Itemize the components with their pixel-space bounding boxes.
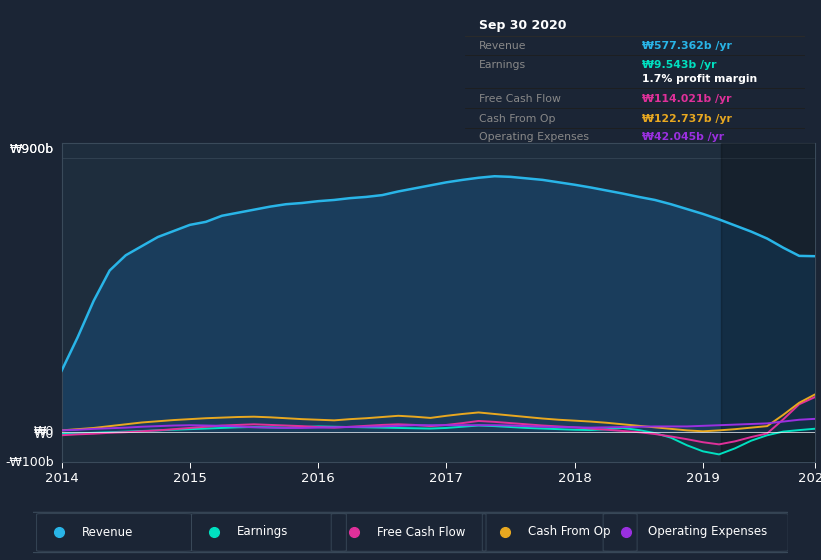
- Text: ₩900b: ₩900b: [10, 143, 54, 156]
- Text: Operating Expenses: Operating Expenses: [649, 525, 768, 539]
- Text: -₩100b: -₩100b: [6, 455, 54, 469]
- Text: ₩122.737b /yr: ₩122.737b /yr: [642, 114, 732, 124]
- Text: 1.7% profit margin: 1.7% profit margin: [642, 74, 757, 84]
- Bar: [722, 143, 815, 462]
- Text: ₩577.362b /yr: ₩577.362b /yr: [642, 41, 732, 52]
- Text: Cash From Op: Cash From Op: [528, 525, 610, 539]
- Text: Operating Expenses: Operating Expenses: [479, 132, 589, 142]
- Text: ₩0: ₩0: [34, 428, 54, 441]
- Text: ₩0: ₩0: [34, 425, 54, 438]
- Text: ₩900b: ₩900b: [10, 143, 54, 156]
- Text: Revenue: Revenue: [479, 41, 526, 52]
- Text: Free Cash Flow: Free Cash Flow: [479, 94, 561, 104]
- Text: Sep 30 2020: Sep 30 2020: [479, 18, 566, 31]
- Text: ₩9.543b /yr: ₩9.543b /yr: [642, 60, 716, 69]
- Text: ₩114.021b /yr: ₩114.021b /yr: [642, 94, 732, 104]
- Text: Revenue: Revenue: [82, 525, 133, 539]
- Text: Earnings: Earnings: [236, 525, 288, 539]
- Text: Cash From Op: Cash From Op: [479, 114, 555, 124]
- Text: Earnings: Earnings: [479, 60, 525, 69]
- Text: Free Cash Flow: Free Cash Flow: [377, 525, 465, 539]
- Text: ₩42.045b /yr: ₩42.045b /yr: [642, 132, 724, 142]
